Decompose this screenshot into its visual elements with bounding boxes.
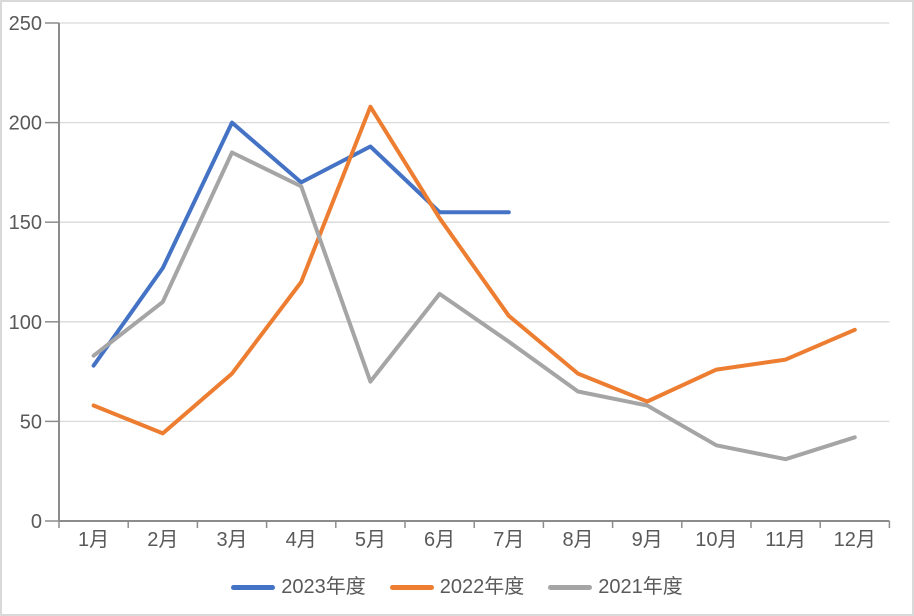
x-tick-label: 10月 [695, 529, 737, 551]
x-tick-label: 6月 [424, 529, 455, 551]
legend-swatch-2021年度 [548, 584, 593, 590]
x-tick-label: 5月 [355, 529, 386, 551]
y-tick-label: 0 [31, 511, 42, 533]
x-tick-label: 1月 [78, 529, 109, 551]
series-line-2023年度 [91, 120, 511, 368]
legend-item-2023年度: 2023年度 [231, 577, 366, 597]
legend-swatch-2022年度 [389, 584, 434, 590]
legend-item-2021年度: 2021年度 [548, 577, 683, 597]
y-tick-label: 100 [9, 312, 42, 334]
x-tick-label: 8月 [562, 529, 593, 551]
legend-label: 2021年度 [598, 576, 683, 598]
axes [45, 22, 891, 528]
y-axis-labels: 0 50 100 150 200 250 [9, 13, 42, 533]
y-tick-label: 200 [9, 113, 42, 135]
x-tick-label: 4月 [286, 529, 317, 551]
x-tick-label: 2月 [147, 529, 178, 551]
x-tick-label: 9月 [632, 529, 663, 551]
legend-label: 2023年度 [281, 576, 366, 598]
legend-item-2022年度: 2022年度 [389, 576, 525, 598]
x-tick-label: 12月 [834, 529, 876, 551]
legend-swatch-2023年度 [231, 584, 276, 590]
series-lines [91, 104, 857, 462]
series-line-2022年度 [91, 104, 857, 436]
legend-label: 2022年度 [439, 576, 525, 598]
gridlines [59, 22, 890, 423]
y-tick-label: 150 [9, 212, 42, 234]
chart-legend: 2023年度 2022年度 2021年度 [0, 574, 914, 600]
x-axis-labels: 1月 2月 3月 4月 5月 6月 7月 8月 9月 10月 11月 12月 [78, 529, 876, 551]
x-tick-label: 11月 [765, 529, 806, 551]
x-tick-label: 3月 [216, 529, 247, 551]
x-tick-label: 7月 [493, 529, 524, 551]
y-tick-label: 50 [20, 411, 42, 433]
series-line-2021年度 [91, 150, 857, 462]
y-tick-label: 250 [9, 13, 42, 35]
